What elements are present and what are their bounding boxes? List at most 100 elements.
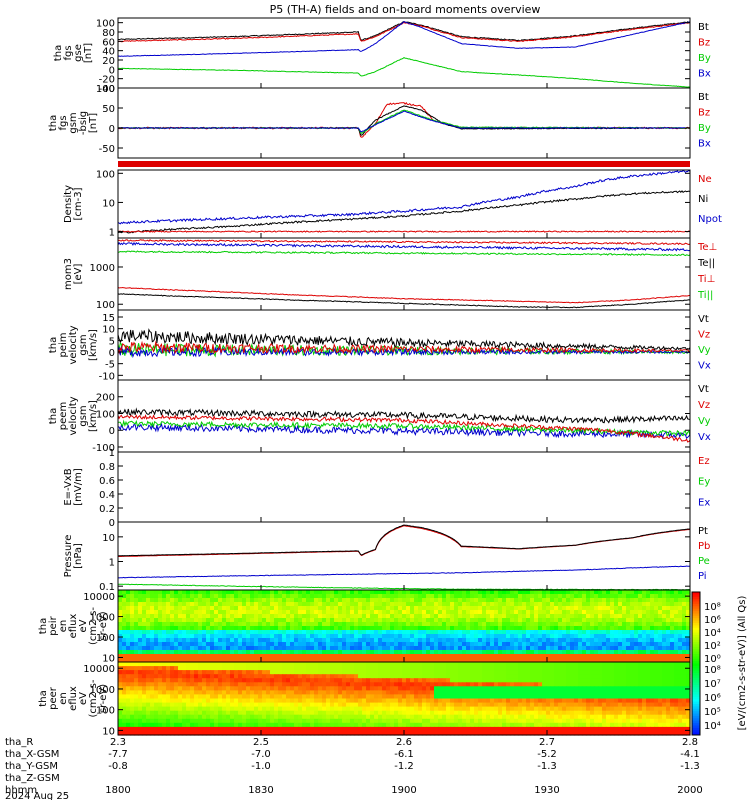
- legend-pressure-1: Pb: [698, 541, 710, 552]
- footer-value: 2.6: [396, 737, 412, 748]
- y-tick-label: 10000: [83, 664, 115, 675]
- y-axis-label: thapeemvelocitygsm[km/s]: [48, 396, 99, 435]
- panel-bar: [118, 161, 690, 167]
- footer-value: -1.3: [680, 761, 700, 772]
- y-axis-label: thapeirenefluxeV(cm2-s-sr-eV): [38, 607, 109, 645]
- series-fgs-gsm-Bz: [117, 102, 691, 138]
- y-tick-label: 1: [109, 448, 115, 459]
- legend-peem-0: Vt: [698, 384, 709, 395]
- series-peem-Vx: [117, 422, 691, 440]
- legend-density-0: Ne: [698, 174, 712, 185]
- y-tick-label: 0: [109, 65, 115, 76]
- legend-peem-3: Vx: [698, 432, 711, 443]
- y-tick-label: 0: [109, 124, 115, 135]
- y-tick-label: 1000: [90, 613, 115, 624]
- series-fgs-gse-Bx: [117, 21, 691, 57]
- figure-title: P5 (TH-A) fields and on-board moments ov…: [270, 3, 541, 16]
- legend-peem-2: Vy: [698, 416, 711, 427]
- y-tick-label: 20: [102, 56, 115, 67]
- panel-frame: [117, 379, 691, 453]
- series-peim-Vt: [117, 328, 691, 351]
- y-axis-label: Density[cm-3]: [63, 185, 84, 223]
- footer-row-label: hhmm: [5, 785, 37, 796]
- y-axis-label: Pressure[nPa]: [63, 535, 84, 578]
- y-tick-label: 100: [96, 300, 115, 311]
- y-tick-label: 10: [102, 325, 115, 336]
- legend-density-2: Npot: [698, 214, 722, 225]
- panel-frame: [117, 87, 691, 159]
- legend-fgs-gse-1: Bz: [698, 38, 710, 49]
- panel-peem: 200 100 0 -100 thapeemvelocitygsm[km/s] Vt Vz V…: [48, 379, 711, 454]
- y-tick-label: 100: [96, 633, 115, 644]
- y-tick-label: 10: [102, 533, 115, 544]
- legend-fgs-gse-0: Bt: [698, 22, 709, 33]
- footer-value: 2.8: [682, 737, 698, 748]
- footer-value: -1.0: [251, 761, 271, 772]
- y-tick-label: 0: [109, 348, 115, 359]
- colorbar-tick: 10²: [704, 641, 721, 652]
- y-tick-label: -100: [92, 443, 115, 454]
- y-tick-label: 50: [102, 104, 115, 115]
- panel-density: 100 10 1 Density[cm-3] Ne Ni Npot: [63, 169, 722, 238]
- y-tick-label: 100: [96, 409, 115, 420]
- series-pressure-Pi: [117, 565, 691, 579]
- series-fgs-gse-Bz: [117, 21, 691, 43]
- series-density-Ne: [117, 230, 691, 233]
- y-tick-label: -50: [99, 144, 115, 155]
- y-tick-label: 10: [102, 198, 115, 209]
- footer-date: 2024 Aug 25: [5, 791, 69, 800]
- y-tick-label: 200: [96, 393, 115, 404]
- series-fgs-gse-Bt: [117, 20, 691, 42]
- y-tick-label: -10: [99, 371, 115, 382]
- footer-row-label: tha_Z-GSM: [5, 773, 60, 784]
- panel-frame: [117, 17, 691, 89]
- series-peem-Vt: [117, 407, 691, 424]
- y-tick-label: -20: [99, 75, 115, 86]
- y-tick-label: 60: [102, 37, 115, 48]
- y-tick-label: 0.4: [99, 490, 115, 501]
- series-peim-Vx: [117, 345, 691, 359]
- legend-fgs-gsm-1: Bz: [698, 108, 710, 119]
- footer-value: -4.1: [680, 749, 700, 760]
- footer-value: 1830: [248, 785, 273, 796]
- series-pressure-Pt: [117, 524, 691, 557]
- colorbar-tick: 10⁴: [704, 721, 721, 732]
- series-moms-Ti||: [117, 250, 691, 257]
- legend-efield-2: Ex: [698, 497, 710, 508]
- footer-value: -6.1: [394, 749, 414, 760]
- y-axis-label: mom3[eV]: [63, 258, 84, 290]
- legend-moms-2: Ti⊥: [697, 274, 715, 285]
- series-fgs-gsm-Bx: [117, 110, 690, 133]
- y-tick-label: 40: [102, 47, 115, 58]
- footer-value: 2.7: [539, 737, 555, 748]
- y-tick-label: 10: [102, 726, 115, 737]
- footer-value: 2.3: [110, 737, 126, 748]
- y-axis-label: thapeimvelocitygsm[km/s]: [48, 325, 99, 364]
- colorbar-tick: 10⁸: [704, 602, 721, 613]
- y-axis-label: thafgsgsm-bsig[nT]: [48, 111, 99, 135]
- legend-moms-3: Ti||: [697, 290, 713, 301]
- y-tick-label: 1000: [90, 263, 115, 274]
- panel-frame: [117, 521, 691, 591]
- footer-value: -1.3: [537, 761, 557, 772]
- y-axis-label: thapeerenefluxeV(cm2-s-sr-eV): [38, 679, 109, 717]
- y-tick-label: 100: [96, 84, 115, 95]
- y-axis-label: E=-VxB[mV/m]: [63, 468, 84, 506]
- series-moms-Te||: [117, 241, 691, 252]
- legend-fgs-gsm-0: Bt: [698, 92, 709, 103]
- panel-stack: 100806040200-20-40thafgsgse[nT]BtBzByBx1…: [38, 17, 722, 737]
- panel-pressure: 10 1 0.1 Pressure[nPa] Pt Pb Pe Pi: [63, 521, 710, 593]
- colorbar-tick: 10⁷: [704, 679, 721, 690]
- x-axis-footer: tha_R 2.3 2.5 2.6 2.7 2.8 tha_X-GSM -7.7 -7.0 -6.…: [5, 737, 703, 800]
- series-moms-Te||: [117, 293, 691, 309]
- panel-frame: [117, 309, 691, 381]
- y-tick-label: 80: [102, 28, 115, 39]
- legend-peem-1: Vz: [698, 400, 710, 411]
- panel-frame: [117, 451, 691, 523]
- footer-value: 1800: [105, 785, 130, 796]
- series-peim-Vz: [117, 340, 691, 355]
- series-fgs-gsm-By: [118, 109, 691, 134]
- y-tick-label: 10000: [83, 592, 115, 603]
- colorbar-tick: 10⁶: [704, 693, 721, 704]
